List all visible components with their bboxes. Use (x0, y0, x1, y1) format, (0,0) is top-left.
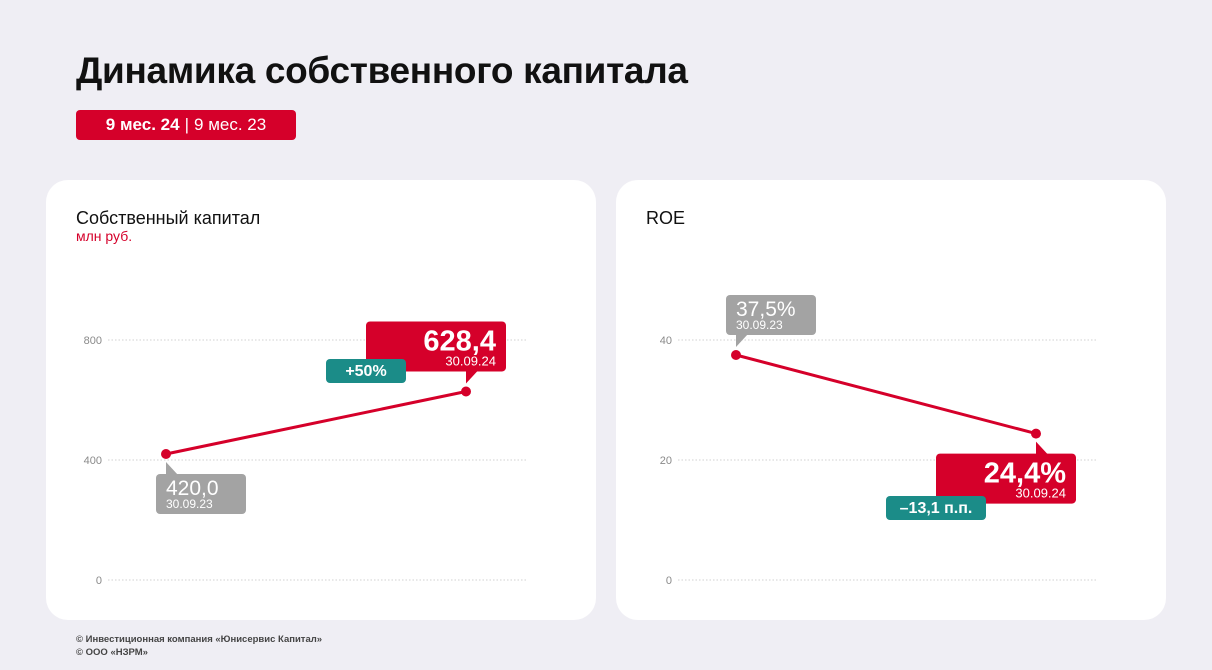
footer-copyright-2: © ООО «НЗРМ» (76, 647, 148, 658)
period-separator: | (184, 115, 190, 134)
date-label: 30.09.23 (736, 318, 783, 332)
callout-box (156, 474, 246, 514)
period-other-label[interactable]: 9 мес. 23 (194, 115, 267, 134)
y-tick-label: 0 (96, 575, 102, 587)
y-tick-label: 0 (666, 575, 672, 587)
previous-value-callout: 37,5%30.09.23 (726, 295, 816, 347)
date-label: 30.09.24 (1015, 486, 1066, 501)
data-label: 24,4% (984, 458, 1066, 490)
change-badge: –13,1 п.п. (886, 496, 986, 520)
callout-pointer (466, 370, 478, 384)
footer-copyright-1: © Инвестиционная компания «Юнисервис Кап… (76, 634, 323, 645)
current-value-callout: 628,430.09.24 (366, 321, 506, 384)
previous-value-callout: 420,030.09.23 (156, 462, 246, 514)
callout-pointer (736, 334, 748, 347)
data-point (1031, 428, 1041, 439)
current-value-callout: 24,4%30.09.24 (936, 441, 1076, 504)
period-active-label[interactable]: 9 мес. 24 (105, 115, 180, 134)
data-label: 37,5% (736, 298, 796, 321)
roe-card: ROE 0 20 40 37,5% 30.09.23 24,4% 30.09.24 –13,1… (616, 180, 1166, 620)
period-switch[interactable]: 9 мес. 24 | 9 мес. 23 (76, 110, 296, 140)
date-label: 30.09.24 (445, 353, 496, 368)
callout-box (726, 295, 816, 335)
change-badge: +50% (326, 359, 406, 383)
y-tick-label: 800 (84, 335, 102, 347)
callout-pointer (166, 462, 178, 475)
page-title: Динамика собственного капитала (76, 50, 688, 91)
footer: © Инвестиционная компания «Юнисервис Кап… (76, 633, 322, 659)
roe-chart-title: ROE (646, 208, 686, 228)
date-label: 30.09.23 (166, 497, 213, 511)
y-tick-label: 400 (84, 455, 102, 467)
callout-box (366, 321, 506, 372)
change-badge-label: +50% (345, 363, 386, 380)
y-tick-label: 20 (660, 455, 672, 467)
equity-card: Собственный капитал млн руб. 0 400 800 420,… (46, 180, 596, 620)
y-tick-label: 40 (660, 335, 672, 347)
equity-chart-unit: млн руб. (76, 228, 133, 244)
data-point (461, 386, 471, 397)
series-line (165, 390, 467, 456)
equity-chart-title: Собственный капитал (76, 208, 261, 228)
change-badge-box (326, 359, 406, 383)
data-point (731, 350, 741, 360)
change-badge-box (886, 496, 986, 520)
series-line (735, 353, 1037, 436)
data-label: 628,4 (423, 325, 496, 357)
callout-box (936, 453, 1076, 504)
change-badge-label: –13,1 п.п. (900, 500, 973, 517)
callout-pointer (1036, 441, 1048, 455)
data-point (161, 449, 171, 459)
data-label: 420,0 (166, 477, 219, 500)
